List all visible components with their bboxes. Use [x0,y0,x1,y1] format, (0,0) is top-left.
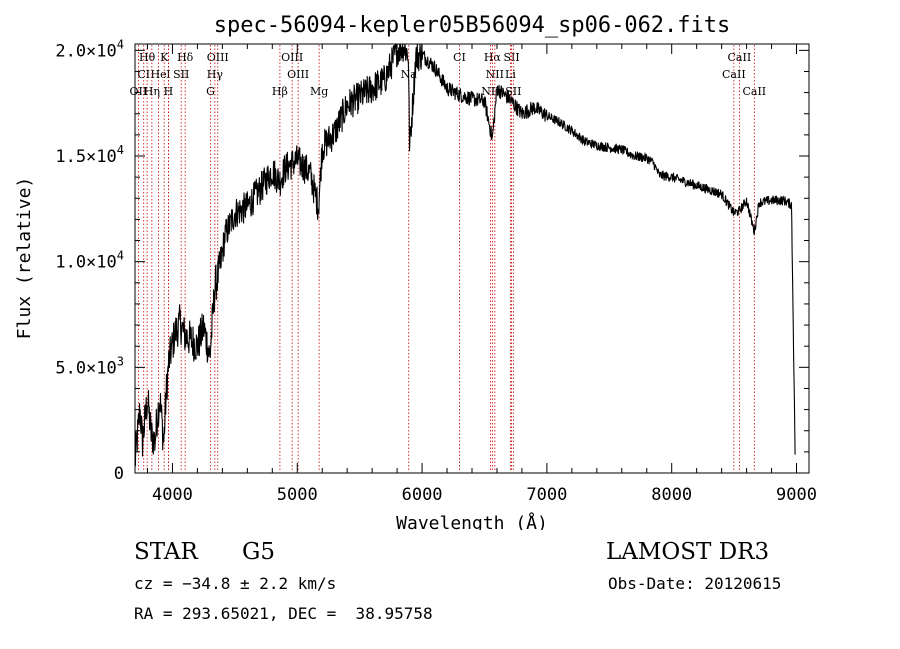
line-label: Hα [484,51,502,64]
line-label: CI [137,68,150,81]
spectral-line-markers: HθKHδOIIIOIIICIHαSIICaIICIHeISIIHγOIIINa… [130,45,766,472]
line-label: NII [486,68,504,81]
y-tick-label: 1.0×104 [55,249,124,273]
x-tick-label: 7000 [526,485,567,505]
spectrum-line [134,43,796,467]
line-label: OIII [281,51,303,64]
line-label: OII [130,85,148,98]
y-tick-label: 2.0×104 [55,37,124,61]
spectrum-plot [134,43,796,467]
y-tick-label: 1.5×104 [55,143,124,167]
x-tick-label: 8000 [651,485,692,505]
spectrum-chart: spec-56094-kepler05B56094_sp06-062.fits … [14,13,817,530]
line-label: Li [505,68,516,81]
line-label: Mg [310,85,328,98]
object-class: STAR [134,539,198,565]
line-label: CaII [728,51,752,64]
line-label: CaII [742,85,766,98]
line-label: He [151,68,167,81]
y-tick-label: 5.0×103 [55,354,124,378]
line-label: SII [503,51,519,64]
line-label: K [160,51,169,64]
sky-coordinates: RA = 293.65021, DEC = 38.95758 [134,604,433,623]
line-label: CaII [722,68,746,81]
line-label: Hθ [139,51,156,64]
line-label: CI [453,51,466,64]
x-tick-label: 6000 [402,485,443,505]
plot-frame [134,43,810,474]
line-label: Hγ [207,68,224,81]
line-label: Hβ [272,85,288,98]
y-tick-label: 0 [114,464,124,484]
line-label: Hδ [177,51,194,64]
line-label: G [206,85,215,98]
x-tick-label: 4000 [152,485,193,505]
y-axis-label: Flux (relative) [14,177,35,340]
survey-name: LAMOST DR3 [606,539,770,565]
line-label: SII [505,85,521,98]
line-label: OIII [207,51,229,64]
line-label: OIII [287,68,309,81]
object-subclass: G5 [242,539,276,565]
line-label: SII [173,68,189,81]
line-label: H [164,85,174,98]
x-tick-label: 9000 [776,485,817,505]
chart-title: spec-56094-kepler05B56094_sp06-062.fits [214,13,731,38]
observation-date: Obs-Date: 20120615 [608,574,782,593]
line-label: NII [481,85,499,98]
x-axis-label: Wavelength (Å) [396,512,548,530]
redshift-readout: cz = −34.8 ± 2.2 km/s [134,574,337,593]
axis-ticks: 4000 5000 6000 7000 8000 9000 0 5.0×103 1.0×104 1… [55,37,817,505]
x-tick-label: 5000 [277,485,318,505]
line-label: Hη [144,85,160,98]
